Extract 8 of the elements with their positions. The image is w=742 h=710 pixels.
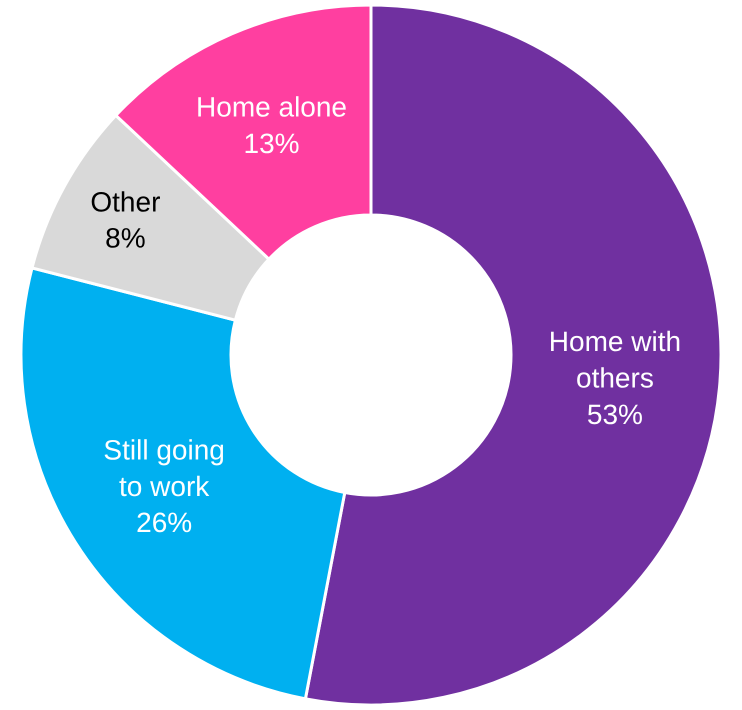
data-label: 53% (586, 398, 643, 430)
data-label: 26% (136, 507, 192, 538)
slice-label: Still going to work (103, 434, 225, 502)
slice-label: Other (90, 186, 160, 218)
slice-label: Home with others (548, 326, 682, 394)
slice-label: Home alone (196, 91, 348, 122)
data-label: 8% (105, 222, 146, 254)
data-label: 13% (243, 128, 300, 159)
